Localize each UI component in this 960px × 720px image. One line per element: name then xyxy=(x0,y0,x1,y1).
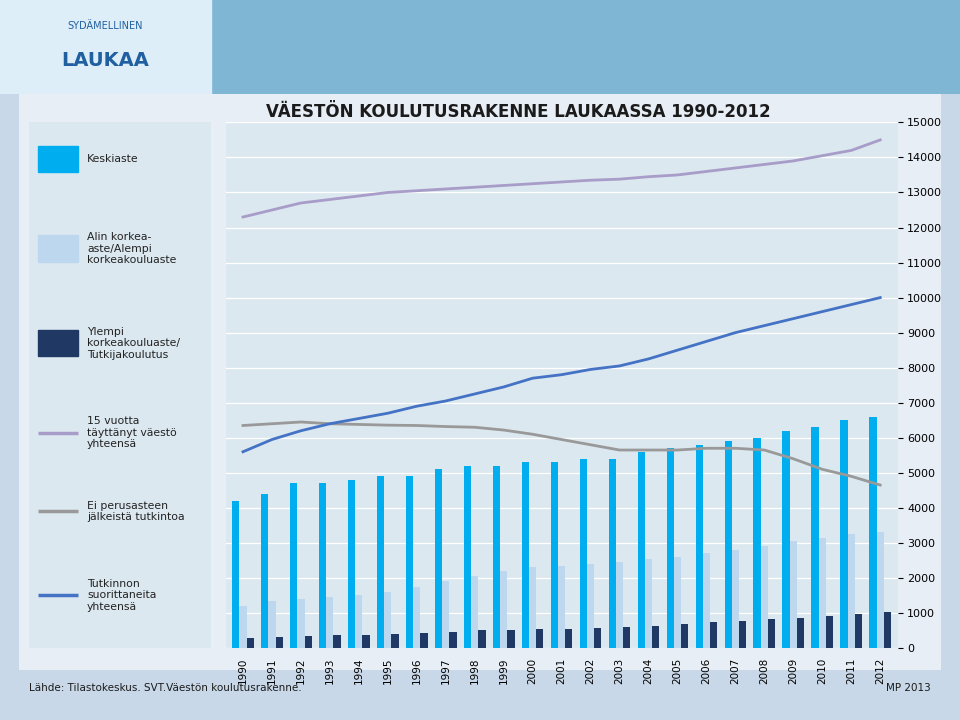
Bar xyxy=(870,417,876,648)
Text: VÄESTÖN KOULUTUSRAKENNE LAUKAASSA 1990-2012: VÄESTÖN KOULUTUSRAKENNE LAUKAASSA 1990-2… xyxy=(266,102,771,120)
Text: SYDÄMELLINEN: SYDÄMELLINEN xyxy=(68,21,143,31)
Bar xyxy=(290,483,298,648)
Bar xyxy=(435,469,443,648)
Text: LAUKAA: LAUKAA xyxy=(61,51,150,71)
Bar xyxy=(478,631,486,648)
Bar xyxy=(37,146,78,172)
Bar xyxy=(819,538,826,648)
Bar xyxy=(232,501,239,648)
Bar xyxy=(739,621,746,648)
Bar xyxy=(811,427,819,648)
Bar xyxy=(609,459,616,648)
Bar xyxy=(37,330,78,356)
Bar xyxy=(449,631,457,648)
Bar xyxy=(500,571,507,648)
Bar xyxy=(471,576,478,648)
Bar xyxy=(551,462,558,648)
Bar xyxy=(884,612,891,648)
Bar xyxy=(507,630,515,648)
Text: 15 vuotta
täyttänyt väestö
yhteensä: 15 vuotta täyttänyt väestö yhteensä xyxy=(87,416,177,449)
Bar xyxy=(522,462,529,648)
Bar xyxy=(876,532,884,648)
Bar xyxy=(537,629,543,648)
Bar xyxy=(406,477,413,648)
Bar xyxy=(565,629,572,648)
Bar xyxy=(710,622,717,648)
Bar xyxy=(492,466,500,648)
Text: Ylempi
korkeakouluaste/
Tutkijakoulutus: Ylempi korkeakouluaste/ Tutkijakoulutus xyxy=(87,327,180,360)
Bar xyxy=(732,550,739,648)
Bar xyxy=(594,628,601,648)
Bar xyxy=(725,441,732,648)
Text: Lähde: Tilastokeskus. SVT.Väestön koulutusrakenne.: Lähde: Tilastokeskus. SVT.Väestön koulut… xyxy=(29,683,301,693)
Bar xyxy=(239,606,247,648)
Bar xyxy=(681,624,688,648)
Bar xyxy=(464,466,471,648)
Bar xyxy=(790,541,797,648)
Bar xyxy=(261,494,269,648)
Bar xyxy=(269,600,276,648)
Bar xyxy=(529,567,537,648)
Bar xyxy=(276,637,283,648)
Bar xyxy=(623,627,631,648)
Bar xyxy=(247,638,253,648)
Bar xyxy=(760,546,768,648)
Bar xyxy=(768,619,776,648)
Bar xyxy=(392,634,398,648)
Bar xyxy=(782,431,790,648)
Bar xyxy=(674,557,681,648)
Bar xyxy=(848,534,854,648)
Bar xyxy=(666,449,674,648)
Bar xyxy=(652,626,660,648)
Bar xyxy=(348,480,355,648)
Text: Keskiaste: Keskiaste xyxy=(87,154,139,164)
Text: Ei perusasteen
jälkeistä tutkintoa: Ei perusasteen jälkeistä tutkintoa xyxy=(87,500,184,522)
Bar xyxy=(854,613,862,648)
Text: Tutkinnon
suorittaneita
yhteensä: Tutkinnon suorittaneita yhteensä xyxy=(87,579,156,612)
Bar xyxy=(616,562,623,648)
Bar xyxy=(637,451,645,648)
Bar xyxy=(558,566,565,648)
Bar xyxy=(319,483,326,648)
Bar xyxy=(333,635,341,648)
Bar xyxy=(355,595,363,648)
Bar xyxy=(797,618,804,648)
Bar xyxy=(696,445,703,648)
Bar xyxy=(420,633,427,648)
Text: MP 2013: MP 2013 xyxy=(886,683,931,693)
Bar xyxy=(413,587,420,648)
Bar xyxy=(826,616,833,648)
Bar xyxy=(580,459,587,648)
Text: Alin korkea-
aste/Alempi
korkeakouluaste: Alin korkea- aste/Alempi korkeakouluaste xyxy=(87,232,177,265)
Bar xyxy=(363,635,370,648)
Bar xyxy=(37,235,78,261)
Bar xyxy=(754,438,760,648)
Bar xyxy=(840,420,848,648)
Bar xyxy=(0,0,211,94)
Bar xyxy=(645,559,652,648)
Bar xyxy=(443,582,449,648)
Bar xyxy=(587,564,594,648)
Bar xyxy=(298,599,304,648)
Bar xyxy=(304,636,312,648)
Bar xyxy=(703,554,710,648)
Bar xyxy=(326,597,333,648)
Bar xyxy=(377,477,384,648)
Bar xyxy=(384,592,392,648)
